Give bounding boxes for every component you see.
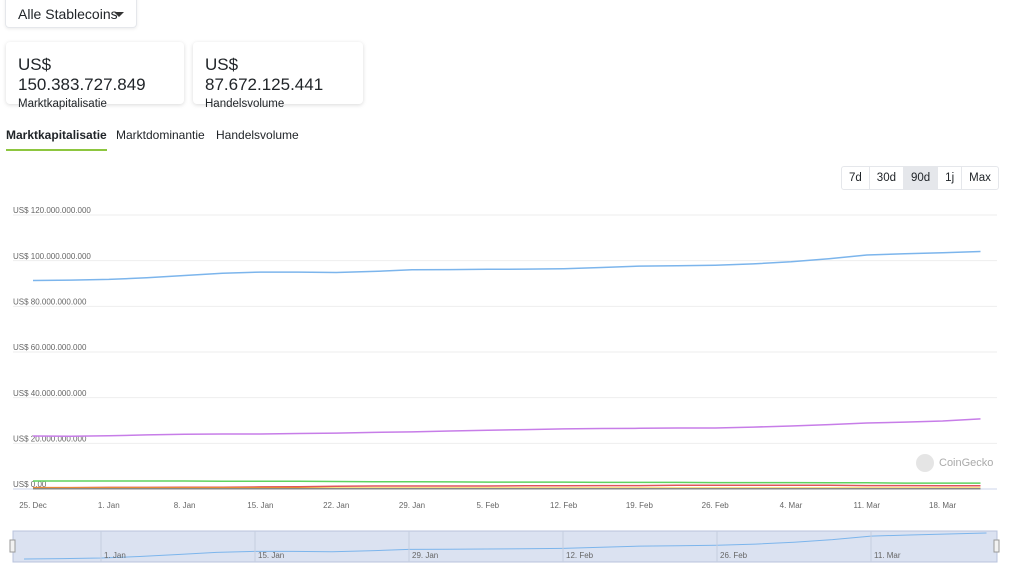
x-tick-label: 22. Jan: [323, 501, 349, 510]
navigator-label: 12. Feb: [566, 551, 594, 560]
range-button[interactable]: 30d: [868, 167, 903, 189]
range-selector: 7d 30d 90d 1j Max: [841, 166, 999, 190]
navigator-handle[interactable]: [9, 539, 16, 553]
tab[interactable]: Marktkapitalisatie: [6, 128, 107, 151]
y-tick-label: US$ 20.000.000.000: [13, 434, 87, 443]
stat-value: US$ 87.672.125.441: [205, 55, 324, 94]
watermark: CoinGecko: [939, 457, 993, 469]
x-tick-label: 29. Jan: [399, 501, 425, 510]
tab[interactable]: Handelsvolume: [216, 128, 299, 142]
y-tick-label: US$ 40.000.000.000: [13, 389, 87, 398]
stat-card: US$ 87.672.125.441 Handelsvolume: [193, 42, 363, 110]
x-tick-label: 11. Mar: [854, 501, 881, 510]
series-line: [33, 484, 981, 489]
tab[interactable]: Marktdominantie: [116, 128, 205, 142]
x-tick-label: 26. Feb: [702, 501, 730, 510]
series-line: [33, 480, 981, 484]
range-button[interactable]: 90d: [902, 167, 938, 189]
navigator-line: [23, 532, 987, 560]
series-line: [32, 418, 981, 438]
stat-card: US$ 150.383.727.849 Marktkapitalisatie: [6, 42, 184, 110]
x-tick-label: 19. Feb: [626, 501, 654, 510]
y-tick-label: US$ 120.000.000.000: [13, 206, 91, 215]
x-tick-label: 5. Feb: [476, 501, 499, 510]
y-tick-label: US$ 0.00: [13, 480, 47, 489]
navigator-label: 29. Jan: [412, 551, 438, 560]
x-tick-label: 12. Feb: [550, 501, 578, 510]
navigator-label: 1. Jan: [104, 551, 126, 560]
y-tick-label: US$ 60.000.000.000: [13, 343, 87, 352]
range-button[interactable]: 7d: [849, 172, 862, 184]
navigator[interactable]: [12, 530, 998, 563]
stat-label: Handelsvolume: [205, 98, 285, 110]
x-tick-label: 8. Jan: [174, 501, 196, 510]
stat-value: US$ 150.383.727.849: [18, 55, 146, 94]
coin-filter-dropdown[interactable]: Alle Stablecoins: [5, 0, 137, 28]
range-button[interactable]: Max: [961, 167, 998, 189]
y-tick-label: US$ 80.000.000.000: [13, 297, 87, 306]
x-tick-label: 18. Mar: [929, 501, 956, 510]
x-tick-label: 4. Mar: [780, 501, 803, 510]
stat-label: Marktkapitalisatie: [18, 98, 107, 110]
range-button[interactable]: 1j: [937, 167, 961, 189]
watermark-logo: [916, 454, 934, 472]
x-tick-label: 25. Dec: [19, 501, 47, 510]
navigator-label: 11. Mar: [874, 551, 901, 560]
y-tick-label: US$ 100.000.000.000: [13, 252, 91, 261]
navigator-label: 26. Feb: [720, 551, 748, 560]
series-line: [32, 250, 981, 282]
navigator-label: 15. Jan: [258, 551, 284, 560]
x-tick-label: 15. Jan: [247, 501, 273, 510]
x-tick-label: 1. Jan: [98, 501, 120, 510]
navigator-handle[interactable]: [993, 539, 1000, 553]
